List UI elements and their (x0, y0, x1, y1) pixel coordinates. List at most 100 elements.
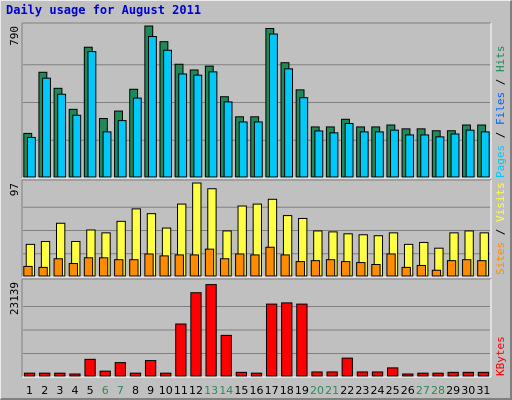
bar-files-day-27 (420, 134, 430, 178)
x-tick-label: 15 (234, 384, 248, 397)
legend-hits-files-pages-part: / (494, 125, 507, 145)
bar-sites-day-22 (341, 261, 351, 277)
bar-kbytes-day-22 (341, 357, 353, 377)
bar-kbytes-day-23 (356, 371, 369, 377)
legend-visits-sites-part: / (494, 222, 507, 242)
bar-kbytes-day-17 (265, 303, 278, 377)
legend-hits-files-pages-part: Files (494, 92, 507, 125)
bar-files-day-31 (480, 131, 490, 178)
bar-sites-day-4 (68, 263, 79, 277)
bar-files-day-25 (390, 129, 399, 178)
x-tick-label: 20 (310, 384, 324, 397)
legend-hits-files-pages-part: Hits (494, 46, 507, 73)
bar-sites-day-14 (219, 258, 230, 277)
bar-kbytes-day-3 (54, 372, 66, 377)
bar-sites-day-24 (371, 263, 381, 277)
x-tick-label: 10 (159, 384, 173, 397)
bar-files-day-11 (178, 73, 188, 178)
panel-kbytes-area (22, 279, 491, 377)
x-tick-label: 2 (41, 384, 48, 397)
x-tick-label: 9 (147, 384, 154, 397)
x-tick-label: 12 (189, 384, 203, 397)
x-tick-label: 3 (56, 384, 63, 397)
x-tick-label: 4 (71, 384, 78, 397)
bar-kbytes-day-5 (84, 358, 96, 377)
bar-sites-day-15 (235, 253, 245, 277)
bar-sites-day-13 (204, 248, 215, 277)
bar-kbytes-day-19 (296, 303, 308, 377)
bar-sites-day-6 (98, 257, 109, 277)
bar-kbytes-day-1 (23, 372, 36, 377)
bar-sites-day-7 (114, 259, 124, 277)
bar-sites-day-20 (310, 260, 321, 277)
chart-title: Daily usage for August 2011 (6, 3, 202, 17)
x-tick-label: 28 (431, 384, 445, 397)
bar-sites-day-23 (356, 262, 366, 277)
bar-files-day-17 (269, 33, 278, 178)
bar-files-day-21 (329, 132, 339, 178)
bar-kbytes-day-12 (190, 292, 202, 377)
bar-sites-day-8 (129, 259, 139, 277)
legend-visits-sites: Sites / Visits (494, 182, 507, 275)
legend-hits-files-pages-part: Pages (494, 145, 507, 178)
bar-files-day-1 (26, 136, 36, 178)
x-tick-label: 14 (219, 384, 233, 397)
bar-files-day-9 (147, 36, 157, 178)
x-tick-label: 18 (280, 384, 294, 397)
bar-kbytes-day-9 (144, 360, 157, 377)
bar-kbytes-day-31 (477, 371, 490, 377)
bar-sites-day-17 (265, 246, 275, 277)
legend-kbytes-part: KBytes (494, 336, 507, 376)
legend-hits-files-pages: Pages / Files / Hits (494, 46, 507, 179)
bar-sites-day-2 (38, 266, 48, 277)
bar-files-day-26 (405, 134, 415, 178)
bar-sites-day-10 (159, 255, 169, 277)
bar-sites-day-19 (295, 261, 305, 277)
bar-kbytes-day-10 (160, 372, 172, 377)
bar-files-day-23 (359, 131, 369, 178)
legend-visits-sites-part: Visits (494, 182, 507, 222)
bar-kbytes-day-11 (175, 323, 187, 377)
bar-sites-day-29 (446, 260, 457, 277)
bar-sites-day-31 (477, 260, 487, 277)
bar-kbytes-day-21 (326, 371, 338, 377)
bar-kbytes-day-15 (235, 371, 248, 377)
x-tick-label: 24 (371, 384, 385, 397)
bar-files-day-18 (284, 68, 294, 178)
bar-kbytes-day-30 (462, 371, 474, 377)
x-tick-label: 11 (174, 384, 188, 397)
bar-kbytes-day-25 (387, 367, 399, 377)
x-tick-label: 21 (325, 384, 339, 397)
bar-sites-day-27 (416, 264, 426, 277)
legend-visits-sites-part: Sites (494, 242, 507, 275)
x-tick-label: 1 (26, 384, 33, 397)
bar-kbytes-day-2 (39, 372, 51, 377)
bar-files-day-6 (102, 131, 112, 178)
bar-files-day-29 (450, 133, 460, 178)
bar-files-day-22 (344, 122, 354, 178)
bar-files-day-10 (163, 49, 172, 178)
bar-sites-day-5 (83, 257, 94, 277)
y-max-label-kbytes: 23139 (8, 282, 21, 315)
x-tick-label: 5 (87, 384, 94, 397)
x-tick-label: 31 (476, 384, 490, 397)
x-tick-label: 23 (355, 384, 369, 397)
bar-sites-day-1 (23, 265, 33, 277)
bar-files-day-5 (87, 51, 97, 178)
bar-sites-day-3 (53, 258, 63, 277)
bar-kbytes-day-8 (129, 372, 142, 377)
x-tick-label: 19 (295, 384, 309, 397)
bar-kbytes-day-6 (99, 370, 111, 377)
bar-sites-day-21 (325, 259, 336, 277)
bar-kbytes-day-16 (250, 372, 263, 377)
x-tick-label: 16 (250, 384, 264, 397)
x-tick-label: 29 (446, 384, 460, 397)
bar-sites-day-28 (431, 269, 442, 277)
bar-kbytes-day-29 (447, 371, 459, 377)
bar-sites-day-18 (280, 254, 290, 277)
legend-hits-files-pages-part: / (494, 72, 507, 92)
bar-files-day-24 (374, 131, 384, 178)
x-tick-label: 26 (401, 384, 415, 397)
bar-sites-day-30 (462, 259, 472, 277)
